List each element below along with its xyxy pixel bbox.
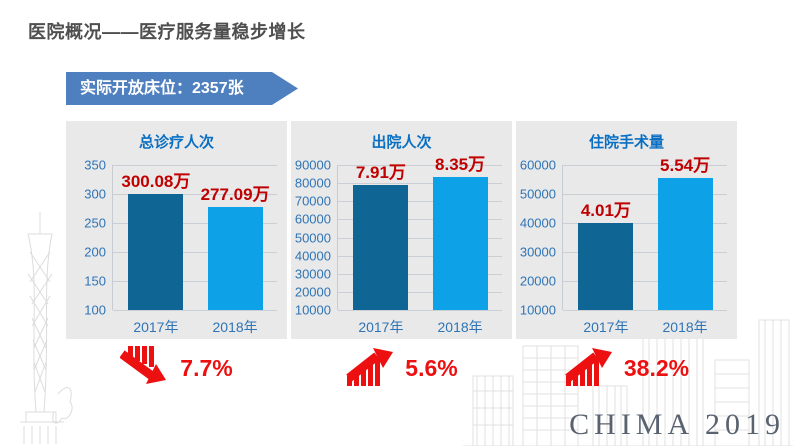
- page-title: 医院概况——医疗服务量稳步增长: [28, 22, 306, 42]
- bar-value-label: 7.91万: [355, 162, 406, 182]
- gridline: [563, 281, 727, 282]
- bar-2018年: [207, 207, 263, 310]
- chart-title: 出院人次: [371, 134, 432, 151]
- bar-value-label: 8.35万: [435, 154, 486, 174]
- y-tick-label: 300: [84, 186, 106, 202]
- gridline: [113, 310, 277, 311]
- trend-indicator: 7.7%: [66, 344, 287, 392]
- y-tick-label: 200: [84, 244, 106, 260]
- gridline: [338, 310, 502, 311]
- y-tick-label: 50000: [294, 230, 331, 245]
- y-tick-label: 60000: [294, 211, 331, 227]
- chima-2019-brand: CHIMA 2019: [569, 408, 785, 441]
- gridline: [113, 194, 277, 195]
- y-tick-label: 10000: [294, 302, 331, 318]
- gridline: [113, 252, 277, 253]
- gridline: [338, 291, 502, 293]
- gridline: [338, 201, 502, 203]
- y-tick-label: 30000: [519, 244, 556, 260]
- plot-area: 300.08万 2017年 277.09万 2018年: [112, 165, 277, 335]
- y-tick-label: 40000: [294, 248, 331, 264]
- y-tick-label: 150: [84, 273, 106, 289]
- x-category-label: 2018年: [212, 319, 258, 335]
- bar-2017年: [578, 222, 634, 310]
- gridline: [563, 252, 727, 253]
- y-axis: 90000 80000 70000 60000 50000 40000 30000 20000…: [291, 158, 337, 318]
- plot-area: 4.01万 2017年 5.54万 2018年: [562, 156, 727, 335]
- gridline: [113, 223, 277, 224]
- trend-indicator: 38.2%: [516, 344, 737, 392]
- bar-value-label: 277.09万: [200, 185, 270, 205]
- gridline: [563, 310, 727, 311]
- bar-2017年: [128, 193, 184, 310]
- y-tick-label: 40000: [519, 215, 556, 231]
- gridline: [338, 273, 502, 275]
- trends-row: 7.7% 5.6% 38.2%: [66, 344, 737, 392]
- gridline: [338, 219, 502, 221]
- gridline: [338, 255, 502, 257]
- y-tick-label: 20000: [519, 273, 556, 289]
- trend-up-arrow-with-bars-icon: [564, 346, 612, 391]
- chart-title: 总诊疗人次: [138, 134, 214, 151]
- x-category-label: 2017年: [133, 319, 179, 335]
- y-tick-label: 250: [84, 215, 106, 231]
- bar-value-label: 4.01万: [580, 200, 631, 220]
- trend-percent: 38.2%: [623, 354, 690, 381]
- bar-2018年: [432, 176, 488, 310]
- bar-2018年: [657, 178, 713, 310]
- trend-down-arrow-with-bars-icon: [119, 345, 168, 391]
- bar-2017年: [353, 184, 409, 310]
- plot-area: 7.91万 2017年 8.35万 2018年: [337, 155, 502, 335]
- x-category-label: 2017年: [358, 319, 404, 335]
- y-tick-label: 60000: [519, 157, 556, 173]
- x-category-label: 2017年: [583, 319, 629, 335]
- y-tick-label: 50000: [519, 186, 556, 202]
- bar-value-label: 300.08万: [121, 171, 191, 191]
- trend-percent: 5.6%: [405, 354, 458, 381]
- y-tick-label: 30000: [294, 266, 331, 282]
- gridline: [113, 281, 277, 282]
- y-axis: 60000 50000 40000 30000 20000 10000: [516, 158, 562, 318]
- x-category-label: 2018年: [437, 319, 483, 335]
- chart-panel: 住院手术量 60000 50000 40000 30000 20000 10000 4.01万…: [516, 121, 737, 339]
- bed-capacity-label: 实际开放床位：2357张: [80, 80, 244, 97]
- chart-panel: 总诊疗人次 350 300 250 200 150 100 300.08万 2017年 277.0…: [66, 121, 287, 339]
- gridline: [563, 194, 727, 195]
- y-tick-label: 350: [84, 157, 106, 173]
- gridline: [563, 223, 727, 224]
- y-tick-label: 80000: [294, 175, 331, 191]
- chart-title: 住院手术量: [588, 134, 664, 151]
- y-axis: 350 300 250 200 150 100: [66, 158, 112, 318]
- bed-capacity-banner: 实际开放床位：2357张: [66, 72, 298, 105]
- y-tick-label: 100: [84, 302, 106, 318]
- y-tick-label: 20000: [294, 284, 331, 300]
- y-tick-label: 70000: [294, 193, 331, 209]
- y-tick-label: 90000: [294, 157, 331, 173]
- gridline: [338, 165, 502, 166]
- charts-row: 总诊疗人次 350 300 250 200 150 100 300.08万 2017年 277.0…: [66, 121, 737, 339]
- x-category-label: 2018年: [662, 319, 708, 335]
- trend-up-arrow-with-bars-icon: [345, 346, 394, 391]
- gridline: [338, 237, 502, 239]
- gridline: [338, 183, 502, 185]
- gridline: [563, 165, 727, 166]
- y-tick-label: 10000: [519, 302, 556, 318]
- trend-percent: 7.7%: [180, 354, 233, 381]
- chart-panel: 出院人次 90000 80000 70000 60000 50000 40000 30000 2…: [291, 121, 512, 339]
- bar-value-label: 5.54万: [660, 156, 711, 176]
- trend-indicator: 5.6%: [291, 344, 512, 392]
- gridline: [113, 165, 277, 166]
